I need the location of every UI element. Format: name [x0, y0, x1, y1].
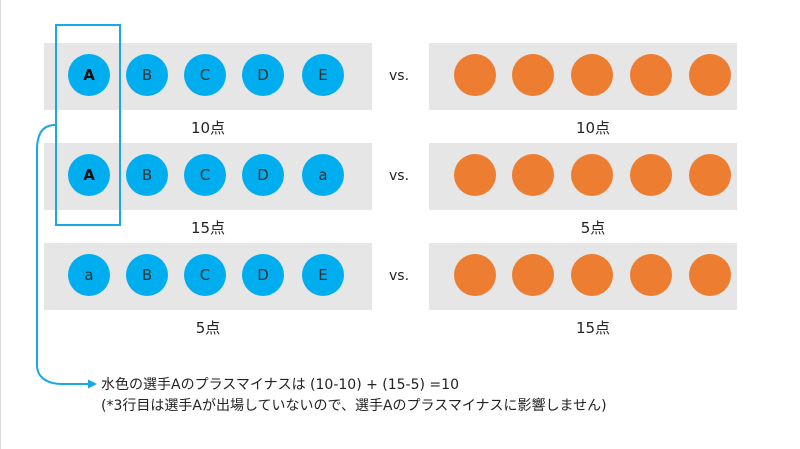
caption-line-1: 水色の選手Aのプラスマイナスは (10-10) + (15-5) =10	[101, 377, 459, 393]
row1-player-5: E	[302, 54, 344, 96]
row2-right-score: 5点	[580, 219, 606, 237]
row2-player-3: C	[184, 154, 226, 196]
row1-opponent-4	[630, 54, 672, 96]
row3-opponent-2	[512, 254, 554, 296]
row1-player-3: C	[184, 54, 226, 96]
row3-player-3-label: C	[199, 266, 211, 284]
row3-opponent-1	[454, 254, 496, 296]
row3-player-4: D	[242, 254, 284, 296]
row1-opponent-5	[689, 54, 731, 96]
row3-player-3: C	[184, 254, 226, 296]
row2-opponent-5	[689, 154, 731, 196]
row3-player-5: E	[302, 254, 344, 296]
row2-left-score: 15点	[190, 219, 226, 237]
row3-player-1: a	[68, 254, 110, 296]
row3-player-5-label: E	[318, 266, 328, 284]
row3-opponent-3	[571, 254, 613, 296]
row1-player-3-label: C	[199, 66, 211, 84]
row2-player-4-label: D	[257, 166, 269, 184]
row1-player-5-label: E	[318, 66, 328, 84]
row3-left-score: 5点	[195, 319, 221, 337]
row1-opponent-2	[512, 54, 554, 96]
row3-player-4-label: D	[257, 266, 269, 284]
row2-vs: vs.	[389, 168, 410, 184]
row1-player-2-label: B	[141, 66, 153, 84]
row2-player-4: D	[242, 154, 284, 196]
row3-opponent-4	[630, 254, 672, 296]
row2-opponent-2	[512, 154, 554, 196]
caption-line-2: (*3行目は選手Aが出場していないので、選手Aのプラスマイナスに影響しません)	[101, 398, 607, 414]
row1-player-2: B	[126, 54, 168, 96]
row3-vs: vs.	[389, 268, 410, 284]
row2-player-2: B	[126, 154, 168, 196]
row1-opponent-1	[454, 54, 496, 96]
row1-right-score: 10点	[575, 119, 611, 137]
row1-player-4: D	[242, 54, 284, 96]
row1-vs: vs.	[389, 68, 410, 84]
row1-player-1-label: A	[83, 66, 95, 84]
row2-player-3-label: C	[199, 166, 211, 184]
row1-player-1: A	[68, 54, 110, 96]
row2-player-5-label: a	[318, 166, 328, 184]
row1-left-score: 10点	[190, 119, 226, 137]
row1-player-4-label: D	[257, 66, 269, 84]
row2-player-2-label: B	[141, 166, 153, 184]
row2-opponent-4	[630, 154, 672, 196]
row3-player-2: B	[126, 254, 168, 296]
row2-player-5: a	[302, 154, 344, 196]
row1-opponent-3	[571, 54, 613, 96]
page-edge	[0, 0, 1, 449]
row2-opponent-3	[571, 154, 613, 196]
row3-opponent-5	[689, 254, 731, 296]
row2-opponent-1	[454, 154, 496, 196]
row3-right-score: 15点	[575, 319, 611, 337]
player-a-highlight-box	[55, 24, 121, 226]
row3-player-2-label: B	[141, 266, 153, 284]
row3-player-1-label: a	[84, 266, 94, 284]
